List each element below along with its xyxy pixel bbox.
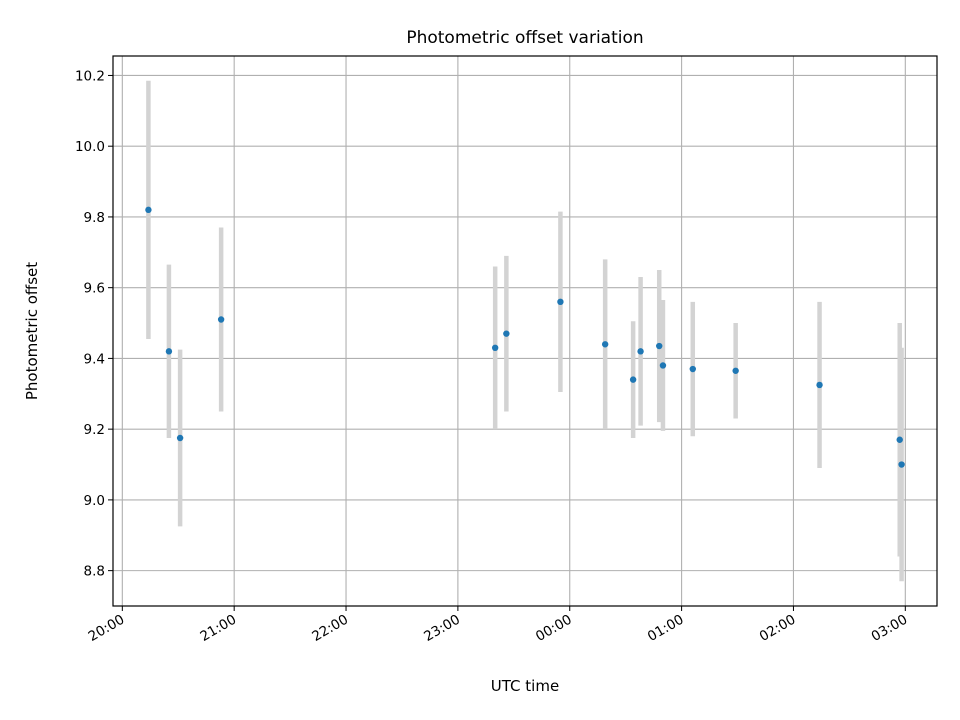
data-point: [557, 298, 564, 306]
data-point: [898, 461, 905, 468]
data-point: [601, 341, 609, 348]
y-tick-label: 8.8: [84, 564, 105, 580]
data-point: [637, 348, 644, 355]
x-tick-label: 01:00: [645, 612, 687, 645]
data-point: [816, 381, 823, 389]
x-tick-label: 20:00: [86, 612, 128, 645]
x-tick-label: 22:00: [309, 612, 351, 645]
plot-frame: [112, 55, 938, 607]
data-point: [145, 206, 152, 214]
data-points: [145, 206, 905, 468]
x-tick-label: 02:00: [757, 612, 799, 645]
data-point: [689, 365, 696, 373]
data-point: [629, 376, 637, 383]
y-tick-label: 9.6: [84, 281, 105, 297]
y-axis-title: Photometric offset: [23, 262, 41, 400]
grid: [113, 56, 937, 606]
y-tick-label: 9.2: [84, 422, 105, 438]
data-point: [659, 362, 667, 369]
data-point: [176, 434, 184, 442]
x-tick-label: 23:00: [421, 612, 463, 645]
x-tick-label: 00:00: [533, 612, 575, 645]
y-tick-label: 10.2: [75, 68, 105, 84]
y-tick-label: 9.4: [84, 351, 105, 367]
data-point: [491, 344, 499, 352]
data-point: [656, 342, 663, 350]
x-axis-ticks: 20:00 21:00 22:00 23:00 00:00 01:00 02:00 03:00: [86, 606, 911, 645]
data-point: [732, 367, 739, 374]
data-point: [503, 330, 510, 337]
y-tick-label: 9.8: [84, 210, 105, 226]
y-axis-ticks: 8.8 9.0 9.2 9.4 9.6 9.8 10.0 10.2: [75, 68, 113, 580]
error-bars: [146, 80, 904, 582]
chart-title: Photometric offset variation: [406, 28, 643, 48]
y-tick-label: 10.0: [75, 139, 105, 155]
data-point: [896, 436, 903, 443]
data-point: [217, 316, 225, 323]
x-axis-title: UTC time: [491, 677, 559, 695]
x-tick-label: 03:00: [869, 612, 911, 645]
x-tick-label: 21:00: [197, 612, 239, 645]
y-tick-label: 9.0: [84, 493, 105, 509]
data-point: [165, 348, 173, 355]
